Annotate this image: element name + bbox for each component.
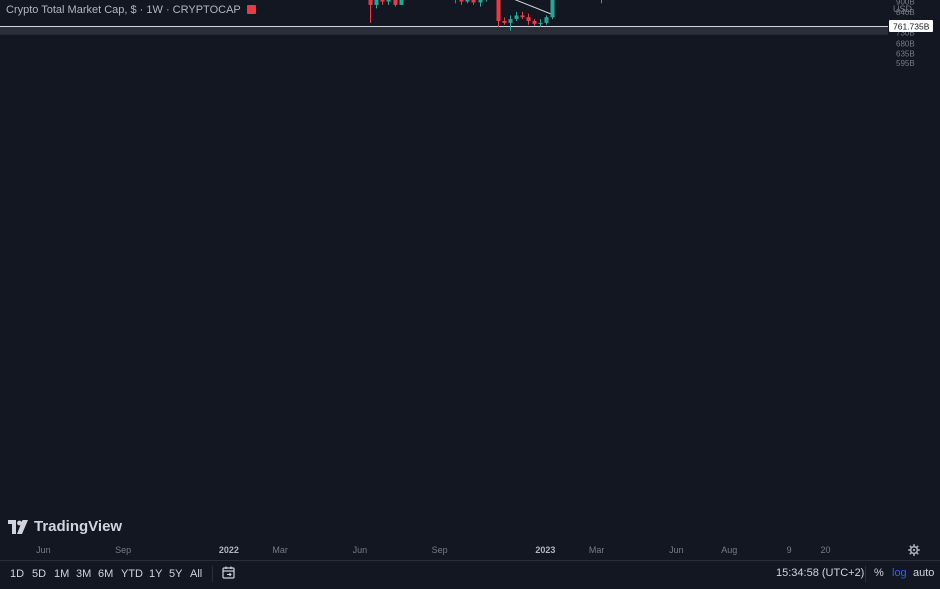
candle[interactable] [600,0,604,4]
x-axis-tick-label: Jun [352,545,368,555]
range-1y-button[interactable]: 1Y [149,568,163,580]
range-5y-button[interactable]: 5Y [169,568,183,580]
settings-icon[interactable] [908,544,920,556]
candle[interactable] [393,0,398,7]
brand-name: TradingView [34,518,123,535]
candle[interactable] [465,0,470,4]
range-6m-button[interactable]: 6M [98,568,114,580]
candle-body [465,0,470,2]
candle-body [399,0,404,5]
clock[interactable]: 15:34:58 (UTC+2) [776,567,865,579]
candle[interactable] [508,15,513,31]
toolbar-divider [212,566,213,582]
y-axis-tick-label: 635B [896,49,915,58]
x-axis-tick-label: Jun [669,545,684,555]
range-all-button[interactable]: All [190,568,203,580]
x-axis-tick-label: 20 [820,545,831,555]
candle-body [393,0,398,5]
candle-body [368,0,373,5]
candle-body [544,17,549,23]
candle[interactable] [550,0,555,20]
candle-body [532,20,537,24]
flag-icon[interactable] [246,5,256,14]
candle-body [514,15,519,20]
candle-body [374,0,379,5]
x-axis-tick-label: Jun [36,545,51,555]
candle-body [550,0,555,18]
range-1m-button[interactable]: 1M [54,568,70,580]
chart-title: Crypto Total Market Cap, $ · 1W · CRYPTO… [6,4,256,16]
range-ytd-button[interactable]: YTD [121,568,143,580]
candle-body [520,15,525,18]
candle-body [386,0,391,2]
tradingview-logo-icon [8,519,28,534]
candle[interactable] [532,19,537,26]
level-price-tag-text: 761.735B [893,22,930,32]
trend-line[interactable] [419,0,553,15]
candle[interactable] [526,13,531,25]
x-axis-tick-label: Mar [588,545,605,555]
y-axis-tick-label: 840B [896,8,915,17]
candle-body [478,0,483,3]
level-price-tag[interactable]: 761.735B [889,20,933,32]
candle[interactable] [471,0,476,5]
x-axis-tick-label: 2022 [218,545,239,555]
candle[interactable] [399,0,404,5]
percent-scale-toggle[interactable]: % [874,567,884,579]
go-to-date-icon[interactable] [222,566,235,579]
x-axis-tick-label: Mar [272,545,288,555]
candle[interactable] [380,0,385,5]
range-1d-button[interactable]: 1D [10,568,25,580]
candle-body [459,0,464,2]
x-axis-tick-label: Aug [721,545,738,555]
candle[interactable] [386,0,391,5]
candle-body [502,20,507,23]
x-axis-tick-label: Sep [431,545,448,555]
y-axis-tick-label: 595B [896,59,915,68]
x-axis-tick-label: Sep [115,545,132,555]
candle[interactable] [544,15,549,25]
range-5d-button[interactable]: 5D [32,568,47,580]
auto-scale-toggle[interactable]: auto [913,567,935,579]
y-axis-tick-label: 730B [896,29,915,38]
y-axis-tick-label: 900B [896,0,915,7]
x-axis-tick-label: 2023 [535,545,556,555]
candle[interactable] [454,0,458,4]
toolbar-divider [865,566,866,582]
candle[interactable] [478,0,483,7]
candle-body [471,0,476,3]
level-price-tag-bg [889,20,933,32]
candle[interactable] [538,19,543,27]
x-axis-tick-label: 9 [786,545,792,555]
candle[interactable] [502,17,507,25]
bottom-toolbar: 1D 5D 1M 3M 6M YTD 1Y 5Y All [0,560,940,589]
range-3m-button[interactable]: 3M [76,568,92,580]
price-chart[interactable]: 3T2.8T2.6T2.4T2.2T2T1.8T1.65T1.53T1.41T1… [0,0,940,560]
candle-body [496,0,501,21]
support-zone [0,26,888,35]
candle-body [538,22,543,24]
y-axis-tick-label: 680B [896,39,915,48]
candle[interactable] [514,11,519,21]
chart-title-text: Crypto Total Market Cap, $ · 1W · CRYPTO… [6,4,241,16]
candle[interactable] [368,0,373,23]
candle-body [380,0,385,2]
candle-body [526,17,531,21]
candle-body [508,19,513,23]
candle[interactable] [520,11,525,20]
tradingview-logo: TradingView [8,518,122,535]
candle[interactable] [485,0,489,2]
currency-label[interactable]: USD [892,4,912,14]
candle[interactable] [374,0,379,9]
log-scale-toggle[interactable]: log [892,567,907,579]
candle[interactable] [459,0,464,5]
candle[interactable] [496,0,501,27]
